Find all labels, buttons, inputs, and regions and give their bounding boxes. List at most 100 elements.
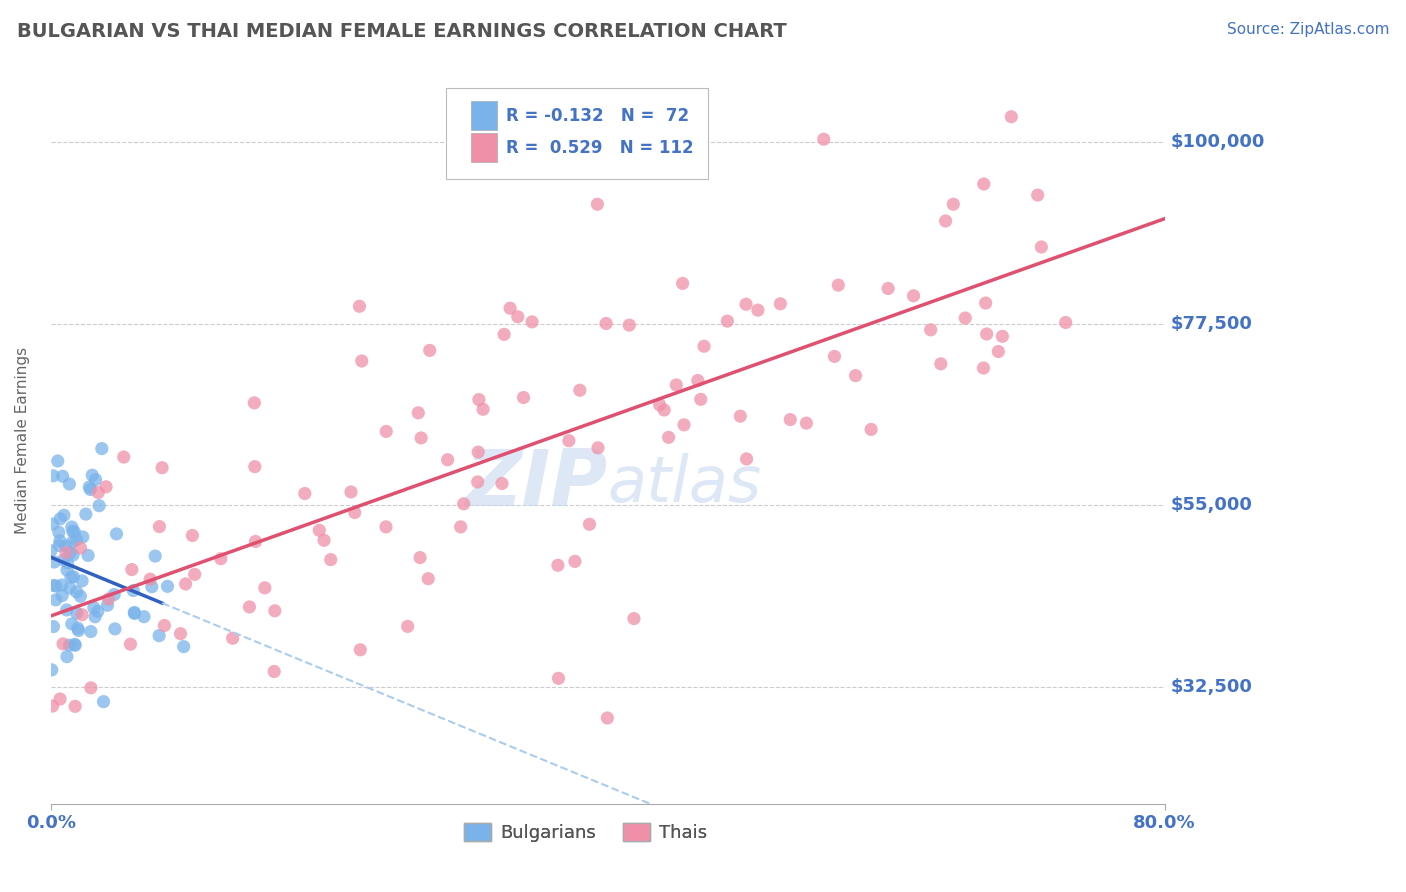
Point — [58, 477, 80, 491]
Point — [58, 638, 80, 652]
Point — [689, 392, 711, 407]
FancyBboxPatch shape — [471, 102, 498, 130]
Point — [564, 554, 586, 568]
Point — [55, 539, 77, 553]
Point — [312, 533, 335, 548]
Point — [72, 530, 94, 544]
Point — [56, 649, 79, 664]
Point — [520, 315, 543, 329]
Point — [209, 551, 232, 566]
Point — [69, 541, 91, 555]
Point — [796, 416, 818, 430]
Point — [63, 637, 86, 651]
Point — [67, 624, 90, 638]
Point — [45, 579, 67, 593]
Point — [87, 604, 110, 618]
Point — [238, 599, 260, 614]
Point — [41, 699, 63, 714]
Point — [62, 570, 84, 584]
Point — [42, 619, 65, 633]
Point — [42, 468, 65, 483]
Point — [124, 607, 146, 621]
Point — [124, 606, 146, 620]
Point — [122, 583, 145, 598]
Text: $55,000: $55,000 — [1170, 496, 1253, 515]
Point — [39, 543, 62, 558]
Point — [141, 580, 163, 594]
Point — [547, 671, 569, 685]
Point — [41, 663, 63, 677]
Point — [769, 297, 792, 311]
Point — [375, 520, 398, 534]
Point — [467, 445, 489, 459]
Point — [143, 549, 166, 563]
Point — [93, 695, 115, 709]
Point — [419, 343, 441, 358]
Point — [84, 609, 107, 624]
Point — [349, 299, 371, 313]
Text: $32,500: $32,500 — [1170, 678, 1253, 696]
Point — [82, 468, 104, 483]
Point — [83, 600, 105, 615]
Point — [586, 197, 609, 211]
Point — [903, 289, 925, 303]
Point — [183, 567, 205, 582]
Point — [60, 520, 83, 534]
Point — [59, 570, 82, 584]
Point — [453, 497, 475, 511]
Point — [987, 344, 1010, 359]
Point — [243, 459, 266, 474]
Point — [824, 350, 846, 364]
Point — [174, 577, 197, 591]
Point — [672, 277, 695, 291]
Point — [972, 361, 994, 376]
Point — [62, 524, 84, 539]
Point — [66, 621, 89, 635]
Point — [1031, 240, 1053, 254]
Point — [396, 619, 419, 633]
Point — [48, 525, 70, 540]
FancyBboxPatch shape — [446, 88, 709, 179]
Point — [80, 681, 103, 695]
Point — [52, 553, 75, 567]
Point — [411, 431, 433, 445]
Point — [586, 441, 609, 455]
Text: $100,000: $100,000 — [1170, 133, 1264, 151]
Point — [991, 329, 1014, 343]
Point — [169, 626, 191, 640]
Point — [44, 555, 66, 569]
Point — [148, 629, 170, 643]
Point — [70, 574, 93, 588]
Point — [51, 578, 73, 592]
Point — [156, 579, 179, 593]
Point — [104, 622, 127, 636]
Point — [1054, 316, 1077, 330]
Point — [62, 548, 84, 562]
Point — [65, 533, 87, 547]
Point — [42, 517, 65, 532]
Point — [450, 520, 472, 534]
Point — [243, 396, 266, 410]
Point — [467, 475, 489, 489]
Point — [42, 578, 65, 592]
Point — [596, 711, 619, 725]
Point — [877, 281, 900, 295]
Point — [860, 422, 883, 436]
Point — [929, 357, 952, 371]
Point — [747, 303, 769, 318]
Text: $77,500: $77,500 — [1170, 315, 1253, 333]
Point — [87, 485, 110, 500]
Point — [55, 546, 77, 560]
Point — [558, 434, 581, 448]
Point — [132, 609, 155, 624]
Text: R =  0.529   N = 112: R = 0.529 N = 112 — [506, 139, 695, 157]
Point — [75, 507, 97, 521]
Text: BULGARIAN VS THAI MEDIAN FEMALE EARNINGS CORRELATION CHART: BULGARIAN VS THAI MEDIAN FEMALE EARNINGS… — [17, 22, 786, 41]
Point — [974, 296, 997, 310]
Point — [221, 632, 243, 646]
Point — [173, 640, 195, 654]
Legend: Bulgarians, Thais: Bulgarians, Thais — [457, 815, 714, 849]
Point — [623, 611, 645, 625]
Point — [693, 339, 716, 353]
Point — [578, 517, 600, 532]
